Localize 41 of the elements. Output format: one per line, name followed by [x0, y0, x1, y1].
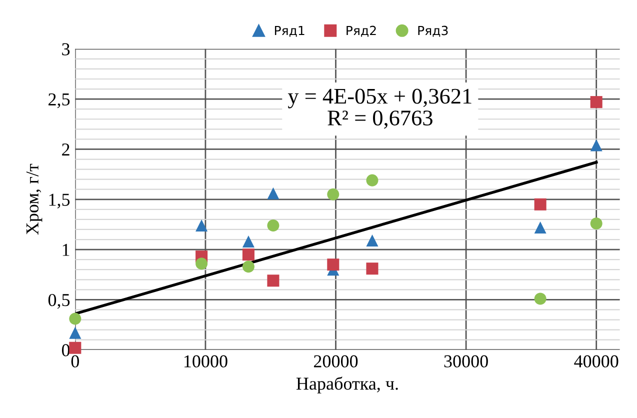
- annotation: R² = 0,6763: [328, 110, 432, 129]
- point: [267, 187, 280, 200]
- x-tick-label: 40000: [574, 355, 618, 368]
- point: [590, 217, 602, 230]
- point: [590, 96, 602, 108]
- y-tick-label: 2: [62, 144, 70, 156]
- point: [534, 292, 546, 305]
- point: [327, 188, 340, 200]
- point: [242, 260, 254, 273]
- x-tick-label: 30000: [444, 355, 488, 368]
- y-tick-label: 2,5: [48, 93, 70, 108]
- point: [242, 236, 254, 248]
- point: [196, 258, 208, 270]
- point: [590, 139, 602, 152]
- y-tick-label: 0: [62, 344, 70, 356]
- legend-label: Ряд3: [418, 26, 448, 37]
- point: [242, 248, 254, 261]
- point: [366, 234, 378, 247]
- point: [366, 262, 378, 275]
- point: [267, 274, 280, 287]
- point: [267, 219, 280, 232]
- legend-label: Ряд1: [274, 26, 304, 37]
- point: [366, 174, 378, 186]
- x-tick-label: 0: [71, 355, 79, 368]
- y-tick-label: 3: [62, 43, 70, 56]
- x-axis-title: Наработка, ч.: [296, 376, 398, 394]
- y-tick-label: 1: [62, 244, 70, 256]
- point: [69, 312, 82, 325]
- legend-label: Ряд2: [346, 26, 376, 37]
- point: [534, 198, 546, 210]
- annotation: y = 4E-05x + 0,3621: [288, 88, 472, 108]
- point: [69, 342, 82, 354]
- point: [69, 326, 82, 339]
- x-tick-label: 10000: [184, 355, 228, 368]
- x-tick-label: 20000: [314, 355, 358, 368]
- point: [327, 258, 340, 271]
- point: [534, 221, 546, 234]
- y-tick-label: 0,5: [48, 294, 70, 309]
- point: [196, 219, 208, 232]
- y-axis-title: Хром, г/т: [26, 164, 42, 235]
- y-tick-label: 1,5: [49, 194, 70, 208]
